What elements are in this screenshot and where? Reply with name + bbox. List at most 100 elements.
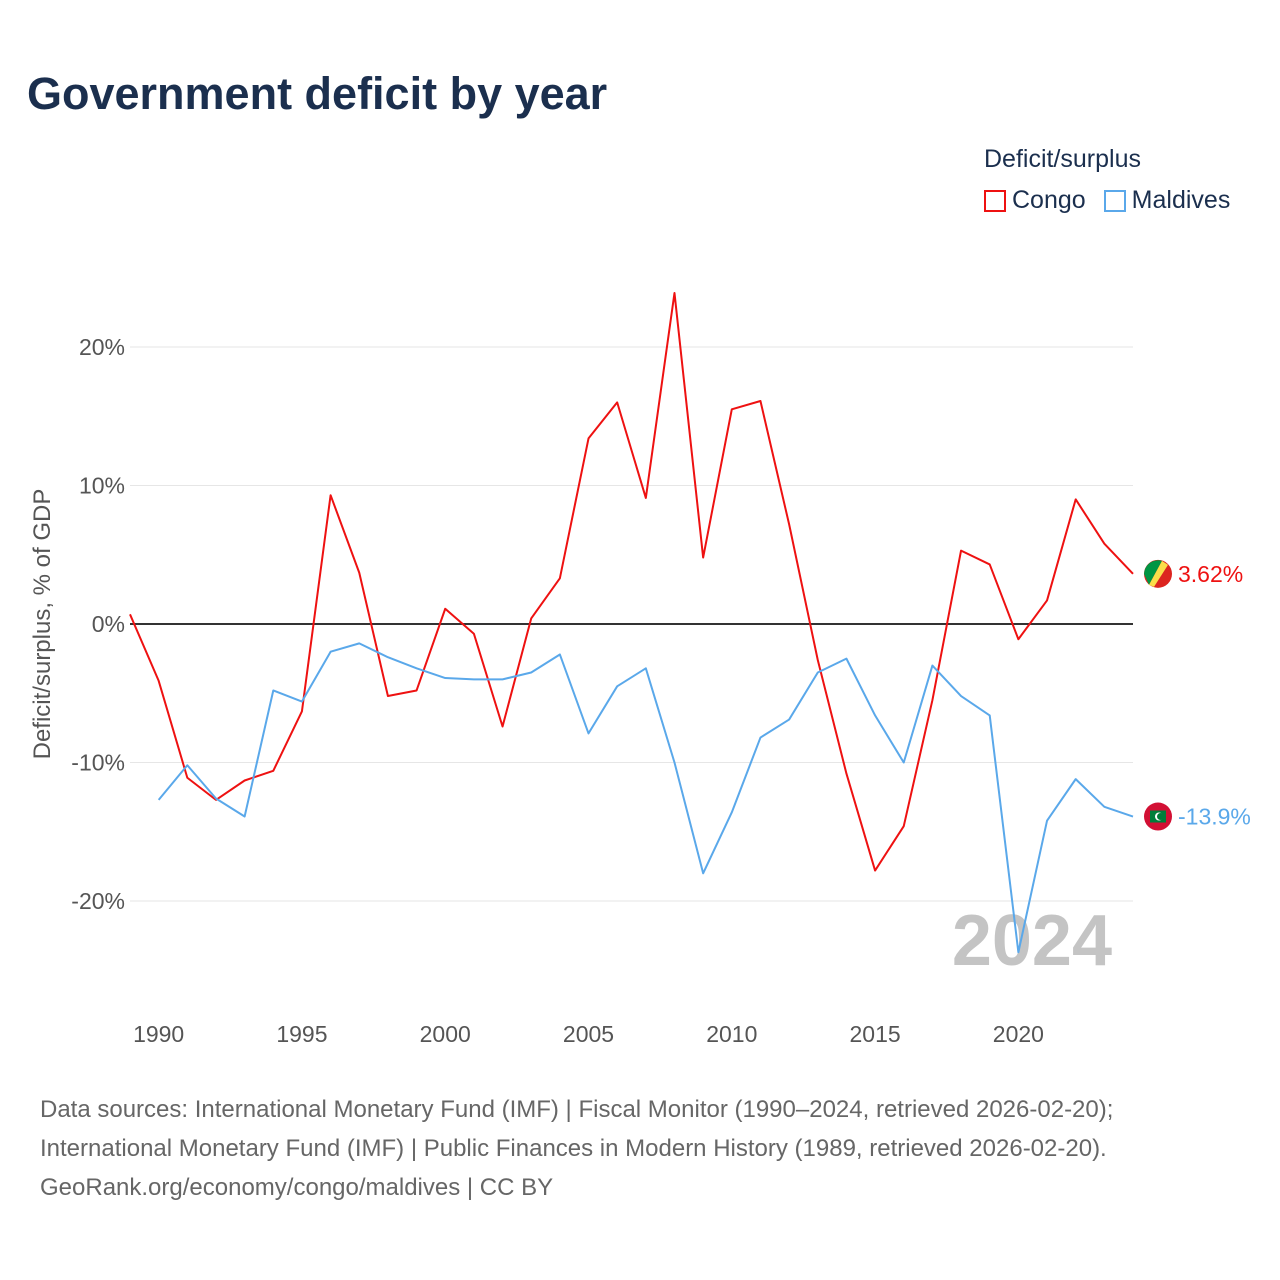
data-point-congo — [443, 607, 447, 611]
x-tick-label: 2015 — [849, 1021, 900, 1047]
y-tick-label: 10% — [79, 473, 125, 499]
data-point-maldives — [758, 736, 762, 740]
data-point-maldives — [902, 761, 906, 765]
data-point-congo — [558, 576, 562, 580]
data-point-congo — [988, 562, 992, 566]
end-value-label-maldives: -13.9% — [1178, 804, 1251, 830]
data-point-congo — [672, 291, 676, 295]
data-point-maldives — [730, 810, 734, 814]
y-axis-label: Deficit/surplus, % of GDP — [29, 489, 56, 760]
chart-title: Government deficit by year — [27, 68, 608, 119]
y-tick-label: 0% — [92, 611, 125, 637]
footer-source-1: Data sources: International Monetary Fun… — [40, 1096, 1114, 1123]
data-point-maldives — [701, 871, 705, 875]
flag-icon-congo — [1144, 559, 1172, 588]
data-point-congo — [1045, 598, 1049, 602]
data-point-congo — [529, 616, 533, 620]
data-point-maldives — [472, 677, 476, 681]
data-point-congo — [615, 400, 619, 404]
data-point-congo — [128, 612, 132, 616]
data-point-congo — [1131, 572, 1135, 576]
data-point-maldives — [243, 815, 247, 819]
x-tick-label: 1995 — [276, 1021, 327, 1047]
data-point-congo — [1074, 497, 1078, 501]
y-tick-label: -20% — [71, 888, 125, 914]
data-point-congo — [271, 769, 275, 773]
data-point-maldives — [644, 666, 648, 670]
legend-label-maldives: Maldives — [1131, 186, 1231, 214]
data-point-maldives — [1074, 777, 1078, 781]
data-point-congo — [816, 658, 820, 662]
data-point-congo — [644, 496, 648, 500]
legend-label-congo: Congo — [1012, 186, 1086, 214]
x-tick-label: 2000 — [420, 1021, 471, 1047]
data-point-congo — [930, 698, 934, 702]
data-point-maldives — [988, 713, 992, 717]
data-point-maldives — [873, 713, 877, 717]
data-point-maldives — [415, 666, 419, 670]
data-point-maldives — [185, 763, 189, 767]
footer-source-2: International Monetary Fund (IMF) | Publ… — [40, 1135, 1107, 1162]
y-tick-label: 20% — [79, 334, 125, 360]
legend-title: Deficit/surplus — [984, 145, 1141, 173]
data-point-congo — [243, 779, 247, 783]
data-point-maldives — [271, 688, 275, 692]
x-tick-label: 2010 — [706, 1021, 757, 1047]
data-point-maldives — [300, 700, 304, 704]
series-line-congo — [129, 291, 1134, 872]
data-point-maldives — [214, 797, 218, 801]
data-point-congo — [873, 869, 877, 873]
legend: Congo Maldives — [984, 186, 1230, 215]
x-tick-label: 2020 — [993, 1021, 1044, 1047]
data-point-congo — [1102, 542, 1106, 546]
data-point-maldives — [501, 677, 505, 681]
data-point-congo — [157, 679, 161, 683]
data-point-congo — [844, 772, 848, 776]
data-point-congo — [902, 824, 906, 828]
flag-green — [1144, 560, 1162, 585]
flag-icon-maldives — [1144, 802, 1172, 831]
end-value-label-congo: 3.62% — [1178, 561, 1243, 587]
series-line-maldives — [157, 642, 1134, 954]
data-point-maldives — [787, 718, 791, 722]
data-point-congo — [386, 694, 390, 698]
data-point-congo — [787, 522, 791, 526]
data-point-maldives — [329, 650, 333, 654]
data-point-maldives — [558, 652, 562, 656]
footer-credit: GeoRank.org/economy/congo/maldives | CC … — [40, 1174, 554, 1201]
data-point-maldives — [587, 731, 591, 735]
y-tick-label: -10% — [71, 750, 125, 776]
data-point-congo — [730, 407, 734, 411]
data-point-maldives — [816, 670, 820, 674]
data-point-congo — [357, 571, 361, 575]
legend-item-maldives[interactable]: Maldives — [1103, 186, 1231, 215]
year-watermark: 2024 — [952, 901, 1112, 981]
data-point-congo — [472, 632, 476, 636]
legend-item-congo[interactable]: Congo — [984, 186, 1086, 215]
data-point-maldives — [930, 664, 934, 668]
data-point-maldives — [529, 670, 533, 674]
data-point-congo — [1016, 637, 1020, 641]
flag-crescent-cut — [1157, 813, 1164, 821]
data-point-maldives — [1016, 950, 1020, 954]
footer: Data sources: International Monetary Fun… — [40, 1090, 1113, 1207]
data-point-maldives — [844, 657, 848, 661]
data-point-maldives — [1131, 815, 1135, 819]
data-point-congo — [758, 399, 762, 403]
data-point-congo — [587, 436, 591, 440]
data-point-congo — [501, 724, 505, 728]
data-point-maldives — [672, 761, 676, 765]
x-tick-label: 1990 — [133, 1021, 184, 1047]
data-point-maldives — [386, 655, 390, 659]
flag-yellow — [1149, 560, 1168, 587]
data-point-congo — [329, 493, 333, 497]
data-point-maldives — [1102, 805, 1106, 809]
data-point-maldives — [157, 798, 161, 802]
data-point-congo — [185, 776, 189, 780]
data-point-maldives — [959, 694, 963, 698]
data-point-congo — [959, 549, 963, 553]
data-point-congo — [415, 688, 419, 692]
x-tick-label: 2005 — [563, 1021, 614, 1047]
